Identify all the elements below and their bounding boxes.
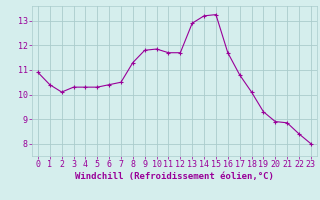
X-axis label: Windchill (Refroidissement éolien,°C): Windchill (Refroidissement éolien,°C) [75,172,274,181]
